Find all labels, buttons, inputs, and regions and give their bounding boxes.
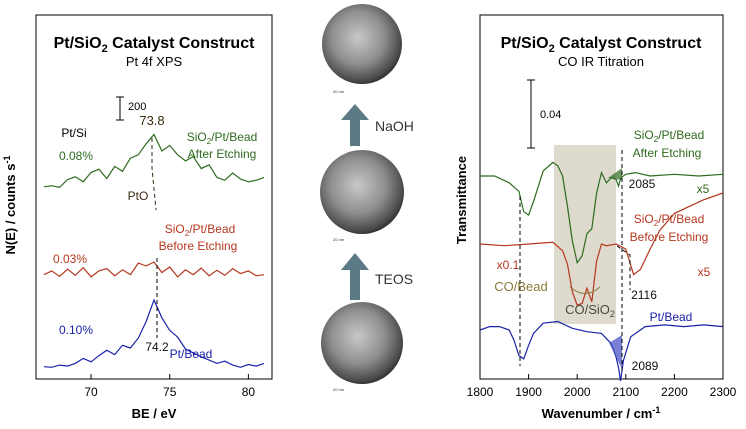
tem-scale-bottom: 20 nm <box>333 387 345 392</box>
xps-series-group <box>43 133 265 368</box>
xps-scale-bar: 200 <box>116 96 146 121</box>
ir-x-tick-label: 1800 <box>467 385 494 399</box>
xps-plot-frame <box>35 14 273 380</box>
ir-red-label-line2: Before Etching <box>630 230 709 244</box>
teos-label: TEOS <box>375 271 413 287</box>
tem-scale-top: 20 nm <box>333 89 345 94</box>
ir-x-tick-label: 1900 <box>515 385 542 399</box>
xps-title: Pt/SiO2 Catalyst Construct <box>54 35 256 55</box>
ir-green-label-line1: SiO2/Pt/Bead <box>634 128 705 144</box>
ir-x-axis-label: Wavenumber / cm-1 <box>542 405 661 421</box>
tem-panel: 20 nm NaOH 20 nm TEOS 20 nm <box>320 4 414 392</box>
xps-series-line-0 <box>43 133 265 188</box>
ir-x-tick-label: 2100 <box>612 385 639 399</box>
arrow-naoh: NaOH <box>341 104 414 146</box>
xps-guide-73-8 <box>151 138 157 211</box>
up-arrow-icon <box>341 104 369 146</box>
tem-scale-middle: 20 nm <box>333 237 345 242</box>
xps-subtitle: Pt 4f XPS <box>126 54 183 69</box>
xps-blue-ratio: 0.10% <box>59 323 93 337</box>
ir-x-tick-label: 2300 <box>710 385 737 399</box>
xps-green-label-line1: SiO2/Pt/Bead <box>187 130 258 146</box>
peak-2089-label: 2089 <box>632 359 659 373</box>
xps-x-tick-label: 75 <box>163 385 177 399</box>
tem-image-top: 20 nm <box>322 4 402 94</box>
ir-x-axis: 1800 1900 2000 2100 2200 2300 <box>467 374 737 399</box>
co-sio2-highlight <box>554 145 616 324</box>
ir-subtitle: CO IR Titration <box>558 54 644 69</box>
ir-series-group <box>479 161 724 382</box>
ir-title: Pt/SiO2 Catalyst Construct <box>501 35 703 55</box>
tem-image-middle: 20 nm <box>320 150 404 242</box>
xps-green-label-line2: After Etching <box>188 147 257 161</box>
up-arrow-icon <box>341 253 369 300</box>
xps-x-tick-label: 80 <box>242 385 256 399</box>
xps-green-ratio: 0.08% <box>59 149 93 163</box>
ir-x-tick-label: 2000 <box>564 385 591 399</box>
x01-label: x0.1 <box>497 258 520 272</box>
ir-red-label-line1: SiO2/Pt/Bead <box>634 212 705 228</box>
xps-scale-label: 200 <box>128 101 146 113</box>
x5-mid-label: x5 <box>698 265 711 279</box>
ir-scale-bar: 0.04 <box>527 79 561 149</box>
ir-blue-peak-fill <box>609 335 622 369</box>
xps-series-line-2 <box>43 298 265 368</box>
xps-blue-label: Pt/Bead <box>170 347 213 361</box>
naoh-label: NaOH <box>375 118 414 134</box>
ir-scale-label: 0.04 <box>540 109 561 121</box>
xps-bead-peak-label: 74.2 <box>145 340 169 354</box>
xps-pto-label: PtO <box>128 189 149 203</box>
xps-panel: Pt/SiO2 Catalyst Construct Pt 4f XPS 200… <box>2 14 273 421</box>
ir-guide-2116 <box>616 245 631 290</box>
xps-red-label-line1: SiO2/Pt/Bead <box>165 222 236 238</box>
xps-column-header: Pt/Si <box>61 126 86 140</box>
tem-image-bottom: 20 nm <box>321 302 403 392</box>
arrow-teos: TEOS <box>341 253 413 300</box>
xps-x-axis-label: BE / eV <box>132 406 177 421</box>
co-sio2-bracket <box>569 286 601 294</box>
ir-plot-frame <box>479 14 724 380</box>
ir-series-line-2 <box>479 320 724 382</box>
ir-series-line-1 <box>479 192 724 306</box>
ir-series-line-0 <box>480 161 724 265</box>
ir-green-label-line2: After Etching <box>633 146 702 160</box>
ir-y-axis-label: Transmittance <box>454 156 469 244</box>
xps-y-axis-label: N(E) / counts s-1 <box>2 155 18 254</box>
xps-series-line-1 <box>43 261 265 278</box>
x5-top-label: x5 <box>697 182 710 196</box>
xps-red-label-line2: Before Etching <box>159 239 238 253</box>
xps-peak-label: 73.8 <box>139 113 164 128</box>
ir-blue-label: Pt/Bead <box>650 310 693 324</box>
xps-red-ratio: 0.03% <box>53 252 87 266</box>
xps-x-tick-label: 70 <box>84 385 98 399</box>
peak-2085-label: 2085 <box>629 177 656 191</box>
ir-green-peak-fill <box>608 168 622 180</box>
ir-panel: Pt/SiO2 Catalyst Construct CO IR Titrati… <box>454 14 737 421</box>
xps-x-axis: 70 75 80 <box>84 374 255 399</box>
ir-x-tick-label: 2200 <box>661 385 688 399</box>
peak-2116-label: 2116 <box>631 288 657 302</box>
co-bead-label: CO/Bead <box>494 279 547 294</box>
co-sio2-label: CO/SiO2 <box>565 302 615 319</box>
